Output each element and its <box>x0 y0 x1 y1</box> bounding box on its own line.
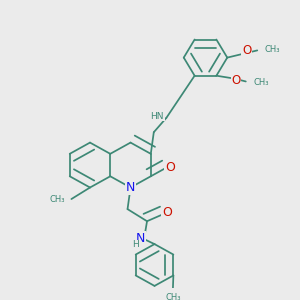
Text: O: O <box>162 206 172 219</box>
Text: H: H <box>132 240 139 249</box>
Text: CH₃: CH₃ <box>265 45 280 54</box>
Text: CH₃: CH₃ <box>253 77 269 86</box>
Text: HN: HN <box>151 112 164 121</box>
Text: CH₃: CH₃ <box>165 293 181 300</box>
Text: O: O <box>242 44 251 58</box>
Text: O: O <box>165 161 175 174</box>
Text: N: N <box>136 232 145 245</box>
Text: N: N <box>126 181 135 194</box>
Text: O: O <box>231 74 241 87</box>
Text: CH₃: CH₃ <box>49 195 65 204</box>
